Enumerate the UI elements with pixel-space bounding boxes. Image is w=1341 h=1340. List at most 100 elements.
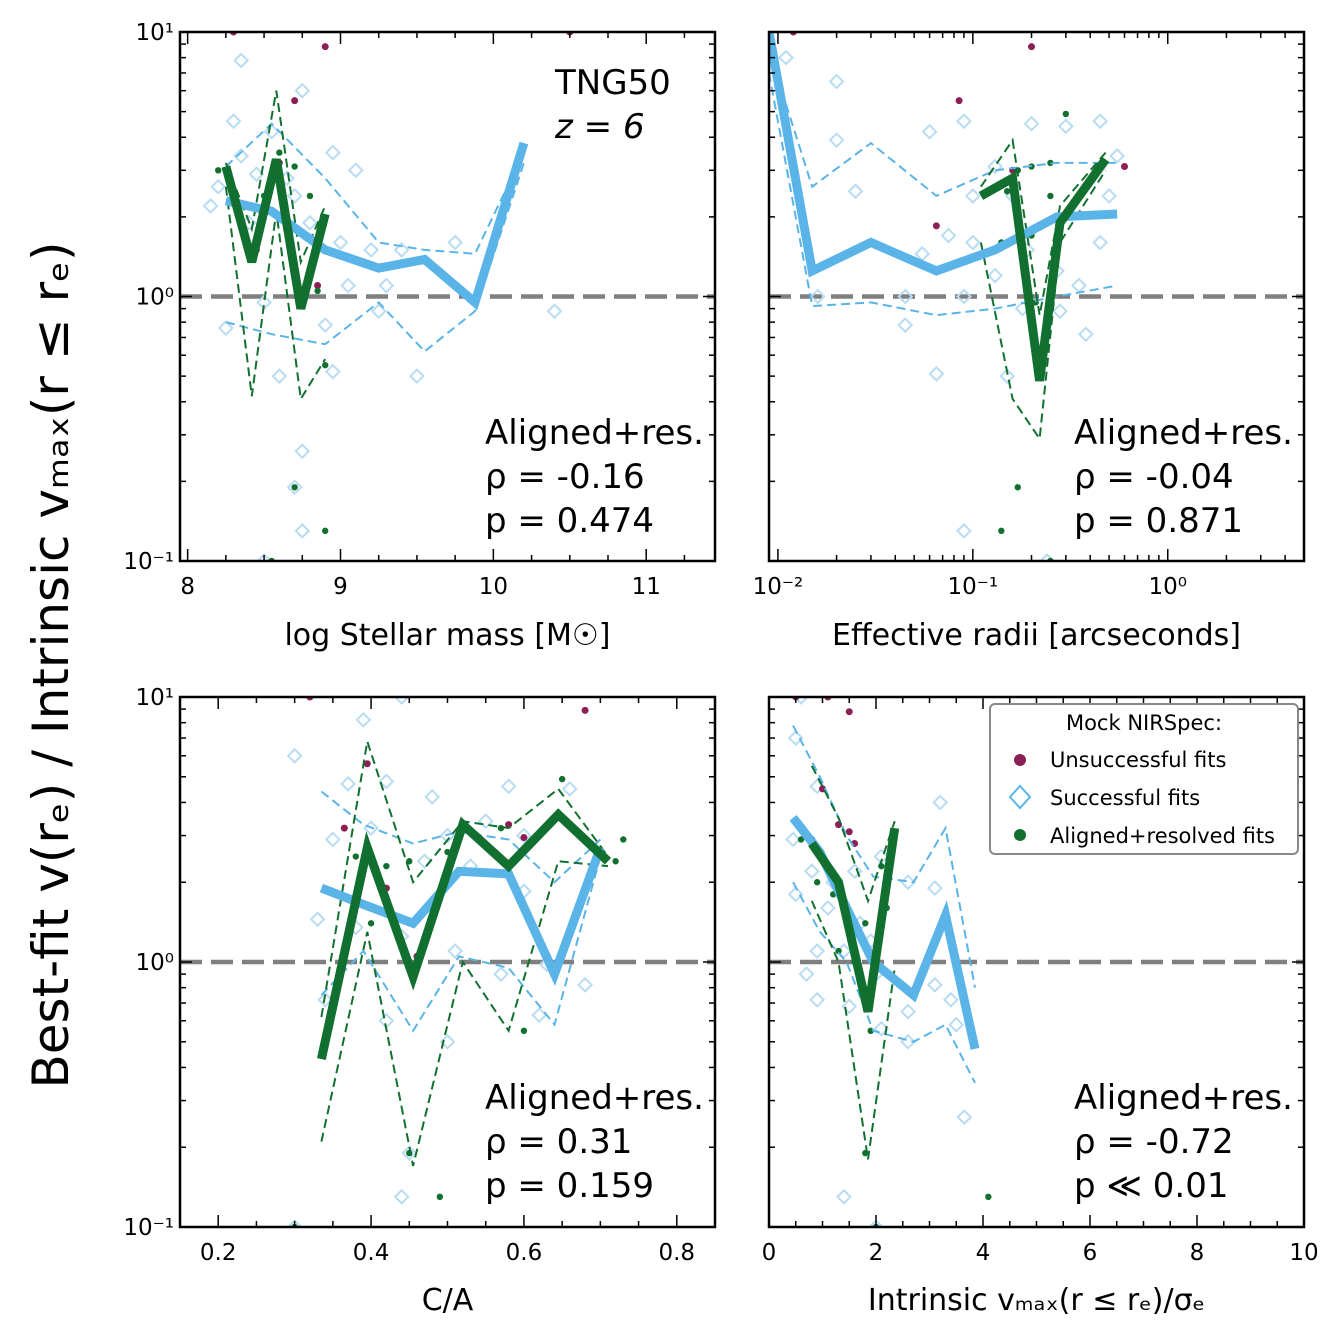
successful-fit-point [897, 288, 914, 305]
legend-aligned-label: Aligned+resolved fits [1050, 824, 1275, 848]
unsuccessful-fit-point [932, 222, 940, 230]
successful-fit-point [847, 183, 864, 200]
successful-fit-point [932, 794, 949, 811]
successful-fit-point [248, 166, 265, 183]
aligned-median-line [808, 827, 900, 1013]
successful-fit-point [546, 303, 563, 320]
stats-p: p ≪ 0.01 [1074, 1166, 1229, 1206]
successful-fit-point [332, 234, 349, 251]
successful-fit-point [999, 368, 1016, 385]
aligned-lower-line [320, 860, 609, 1167]
aligned-upper-line [980, 137, 1107, 316]
aligned-fit-point [1014, 484, 1021, 491]
successful-fit-point [378, 773, 395, 790]
successful-fit-point [819, 899, 836, 916]
successful-fit-point [263, 123, 280, 140]
successful-fit-point [210, 178, 227, 195]
unsuccessful-fit-point [291, 97, 299, 105]
successful-fit-point [809, 288, 826, 305]
successful-fit-point [340, 277, 357, 294]
successful-fit-point [868, 1219, 884, 1227]
successful-fit-point [294, 522, 311, 539]
successful-fit-point [561, 780, 578, 797]
successful-fit-point [324, 363, 341, 380]
aligned-fit-point [1003, 188, 1011, 195]
y-tick-label: 10⁻¹ [123, 549, 174, 575]
successful-fit-point [942, 991, 959, 1008]
y-tick-label: 10¹ [136, 685, 175, 711]
successful-fit-point [803, 863, 820, 880]
successful-fit-point [787, 730, 804, 746]
successful-fit-point [286, 479, 303, 496]
successful-fit-point [987, 158, 1003, 175]
x-tick-label: 10⁻² [753, 574, 804, 600]
successful-fit-point [217, 320, 234, 336]
aligned-fit-point [314, 287, 321, 295]
successful-lower-line [769, 72, 1118, 317]
aligned-fit-point [998, 527, 1005, 535]
successful-fit-point [233, 52, 250, 69]
unsuccessful-fit-point [520, 833, 528, 841]
figure-ylabel: Best-fit v(rₑ) / Intrinsic vₘₐₓ(r ≤ rₑ) [22, 241, 80, 1088]
x-axis-label: C/A [422, 1283, 474, 1318]
successful-fit-point [256, 553, 272, 561]
plot-area [769, 32, 1304, 561]
successful-upper-line [225, 122, 525, 255]
successful-fit-point [347, 162, 364, 179]
aligned-fit-point [322, 361, 329, 369]
x-axis-label: Intrinsic vₘₐₓ(r ≤ rₑ)/σₑ [868, 1283, 1205, 1318]
successful-fit-point [828, 132, 845, 149]
stats-p: p = 0.159 [485, 1166, 654, 1206]
successful-fit-point [956, 522, 972, 539]
successful-fit-point [787, 886, 804, 903]
unsuccessful-fit-point [955, 97, 963, 105]
legend-aligned-marker [1014, 829, 1026, 841]
successful-fit-point [1023, 115, 1040, 132]
successful-fit-point [409, 368, 425, 385]
successful-upper-line [792, 725, 976, 988]
x-tick-label: 10 [1289, 1240, 1318, 1266]
stats-p: p = 0.474 [485, 501, 654, 541]
aligned-fit-point [985, 1193, 992, 1201]
successful-fit-point [940, 227, 957, 244]
successful-fit-point [424, 788, 441, 805]
successful-fit-point [416, 853, 433, 870]
successful-fit-point [447, 234, 464, 251]
successful-fit-point [1057, 118, 1074, 135]
successful-fit-point [897, 317, 914, 333]
aligned-fit-point [322, 527, 329, 535]
successful-fit-point [964, 234, 981, 251]
successful-fit-point [1092, 113, 1109, 130]
aligned-fit-point [797, 836, 805, 843]
successful-fit-point [500, 778, 517, 795]
successful-fit-point [846, 863, 863, 880]
y-tick-label: 10¹ [136, 20, 175, 46]
successful-fit-point [271, 368, 288, 385]
successful-fit-point [928, 365, 945, 382]
successful-fit-point [948, 1016, 965, 1033]
plot-area [769, 697, 1304, 1227]
simulation-label: z = 6 [554, 107, 645, 147]
successful-fit-point [317, 991, 334, 1008]
successful-fit-point [778, 49, 794, 66]
x-tick-label: 0 [762, 1240, 777, 1266]
successful-upper-line [769, 50, 1118, 198]
unsuccessful-fit-point [340, 824, 348, 832]
aligned-fit-point [862, 920, 869, 927]
successful-fit-point [964, 188, 981, 204]
successful-fit-point [447, 943, 464, 959]
successful-fit-point [1092, 234, 1109, 251]
successful-fit-point [401, 1145, 418, 1162]
stats-label: Aligned+res. [1074, 1078, 1293, 1118]
x-axis-label: log Stellar mass [M☉] [284, 618, 610, 653]
successful-fit-point [378, 277, 395, 294]
legend-unsuccessful-label: Unsuccessful fits [1050, 748, 1226, 772]
aligned-lower-line [979, 169, 1107, 442]
stats-p: p = 0.871 [1074, 501, 1243, 541]
aligned-fit-point [558, 775, 566, 783]
successful-fit-point [317, 317, 334, 333]
simulation-label: TNG50 [554, 63, 671, 103]
aligned-fit-point [383, 862, 390, 870]
successful-fit-point [202, 198, 219, 214]
x-tick-label: 10⁰ [1149, 574, 1188, 600]
